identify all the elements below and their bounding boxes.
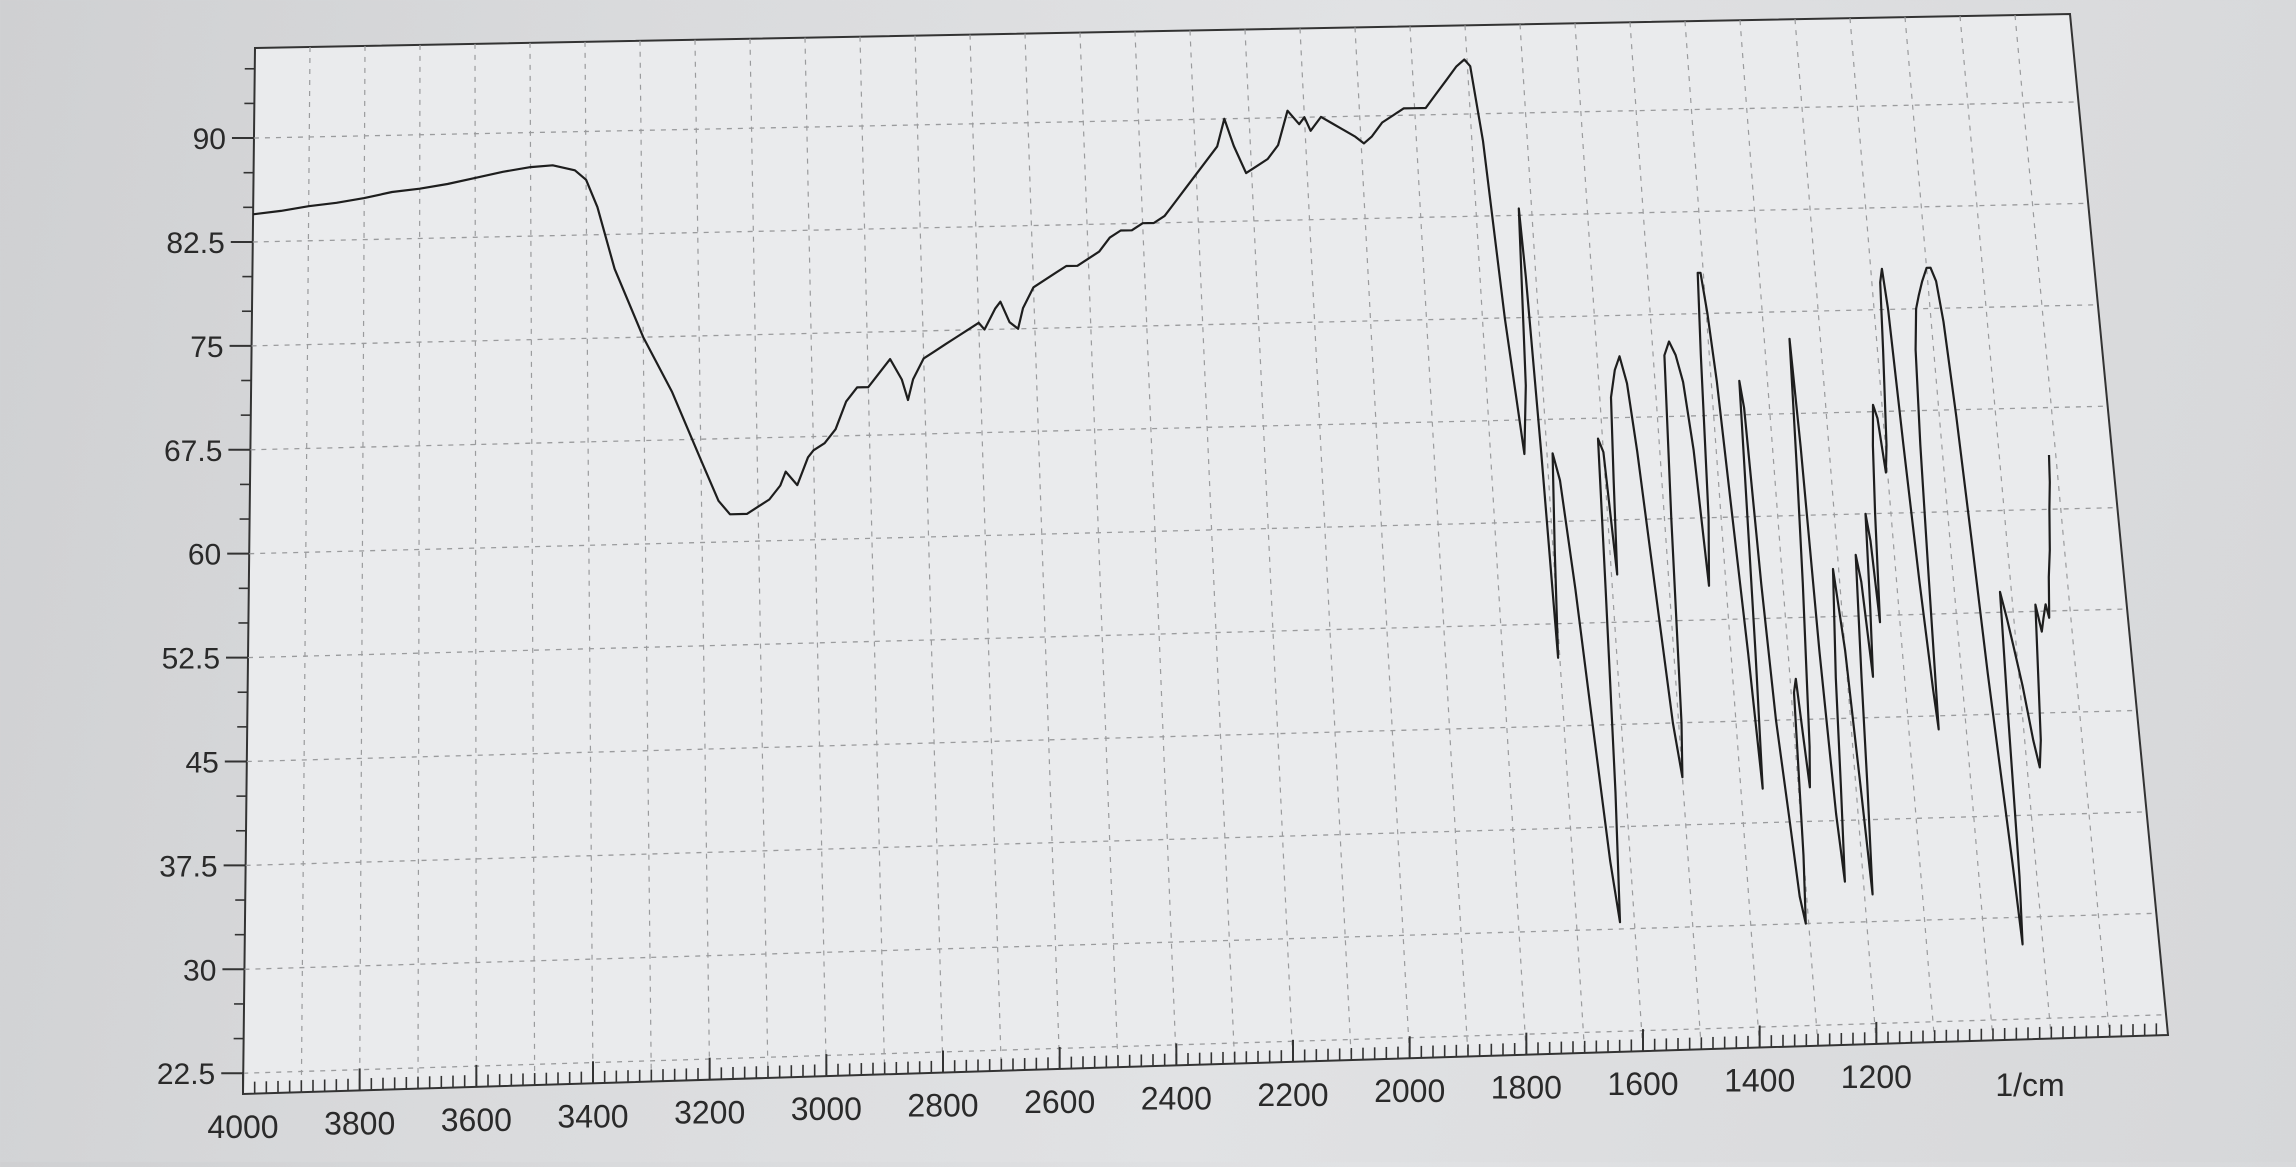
- grid-line-y: [250, 405, 2108, 451]
- grid-line-x: [417, 44, 421, 1089]
- grid-line-y: [243, 1014, 2167, 1074]
- grid-line-x: [584, 41, 594, 1084]
- grid-line-y: [253, 101, 2079, 139]
- x-tick-label: 3000: [791, 1091, 862, 1127]
- grid-line-x: [1354, 27, 1411, 1059]
- grid-line-x: [914, 35, 944, 1073]
- grid-line-y: [247, 608, 2128, 659]
- x-tick-label: 3800: [324, 1105, 395, 1141]
- grid-line-x: [859, 36, 886, 1075]
- grid-line-x: [1134, 31, 1177, 1066]
- grid-line-x: [1189, 30, 1236, 1064]
- grid-line-x: [529, 42, 536, 1086]
- grid-line-y: [246, 709, 2137, 763]
- grid-line-x: [749, 38, 769, 1078]
- x-axis-ticks: 4000 3800 3600 3400 3200 3000 2800 2600 2400 2200…: [207, 1021, 2158, 1145]
- y-tick-label: 52.5: [162, 643, 220, 676]
- y-axis-ticks: 22.5 30 37.5 45 52.5 60 67.5 75 82.5 90: [157, 67, 255, 1091]
- grid-line-y: [252, 202, 2089, 243]
- x-tick-label: 3600: [441, 1102, 512, 1138]
- x-tick-label: 2000: [1374, 1073, 1445, 1109]
- y-tick-label: 82.5: [166, 227, 224, 260]
- x-tick-label: 3200: [674, 1095, 745, 1131]
- x-tick-label: 1200: [1841, 1059, 1912, 1095]
- y-tick-label: 75: [190, 331, 223, 364]
- x-axis-label: 1/cm: [1995, 1067, 2064, 1103]
- grid-line-x: [1299, 28, 1352, 1061]
- y-tick-label: 37.5: [159, 850, 217, 883]
- y-tick-label: 67.5: [164, 435, 222, 468]
- y-tick-label: 60: [188, 539, 221, 572]
- grid-line-x: [639, 40, 652, 1082]
- grid-line-x: [1464, 25, 1527, 1055]
- grid-line-x: [1574, 23, 1644, 1052]
- grid-line-x: [1519, 24, 1586, 1053]
- grid-line-x: [694, 39, 711, 1080]
- grid-lines: [243, 14, 2167, 1093]
- x-tick-label: 1600: [1607, 1066, 1678, 1102]
- grid-line-x: [1079, 32, 1119, 1068]
- grid-line-x: [300, 46, 311, 1093]
- x-tick-label: 1400: [1724, 1063, 1795, 1099]
- grid-line-x: [804, 37, 827, 1077]
- x-tick-label: 2200: [1257, 1077, 1328, 1113]
- x-tick-label: 2800: [907, 1088, 978, 1124]
- grid-line-y: [249, 506, 2118, 555]
- y-tick-label: 22.5: [157, 1058, 215, 1091]
- y-tick-label: 90: [193, 123, 226, 156]
- x-tick-label: 1800: [1491, 1070, 1562, 1106]
- grid-line-x: [359, 45, 366, 1091]
- x-tick-label: 2400: [1141, 1080, 1212, 1116]
- plot-area: [241, 12, 2170, 1096]
- grid-line-x: [1244, 29, 1294, 1062]
- grid-line-x: [474, 43, 477, 1087]
- grid-line-x: [969, 34, 1002, 1071]
- x-tick-label: 3400: [557, 1098, 628, 1134]
- spectrum-line: [252, 58, 2051, 946]
- x-tick-label: 4000: [207, 1109, 278, 1145]
- y-tick-label: 45: [185, 746, 218, 779]
- x-tick-label: 2600: [1024, 1084, 1095, 1120]
- y-tick-label: 30: [183, 954, 216, 987]
- grid-line-x: [1024, 33, 1061, 1069]
- grid-line-x: [1409, 26, 1469, 1057]
- grid-line-y: [245, 811, 2147, 867]
